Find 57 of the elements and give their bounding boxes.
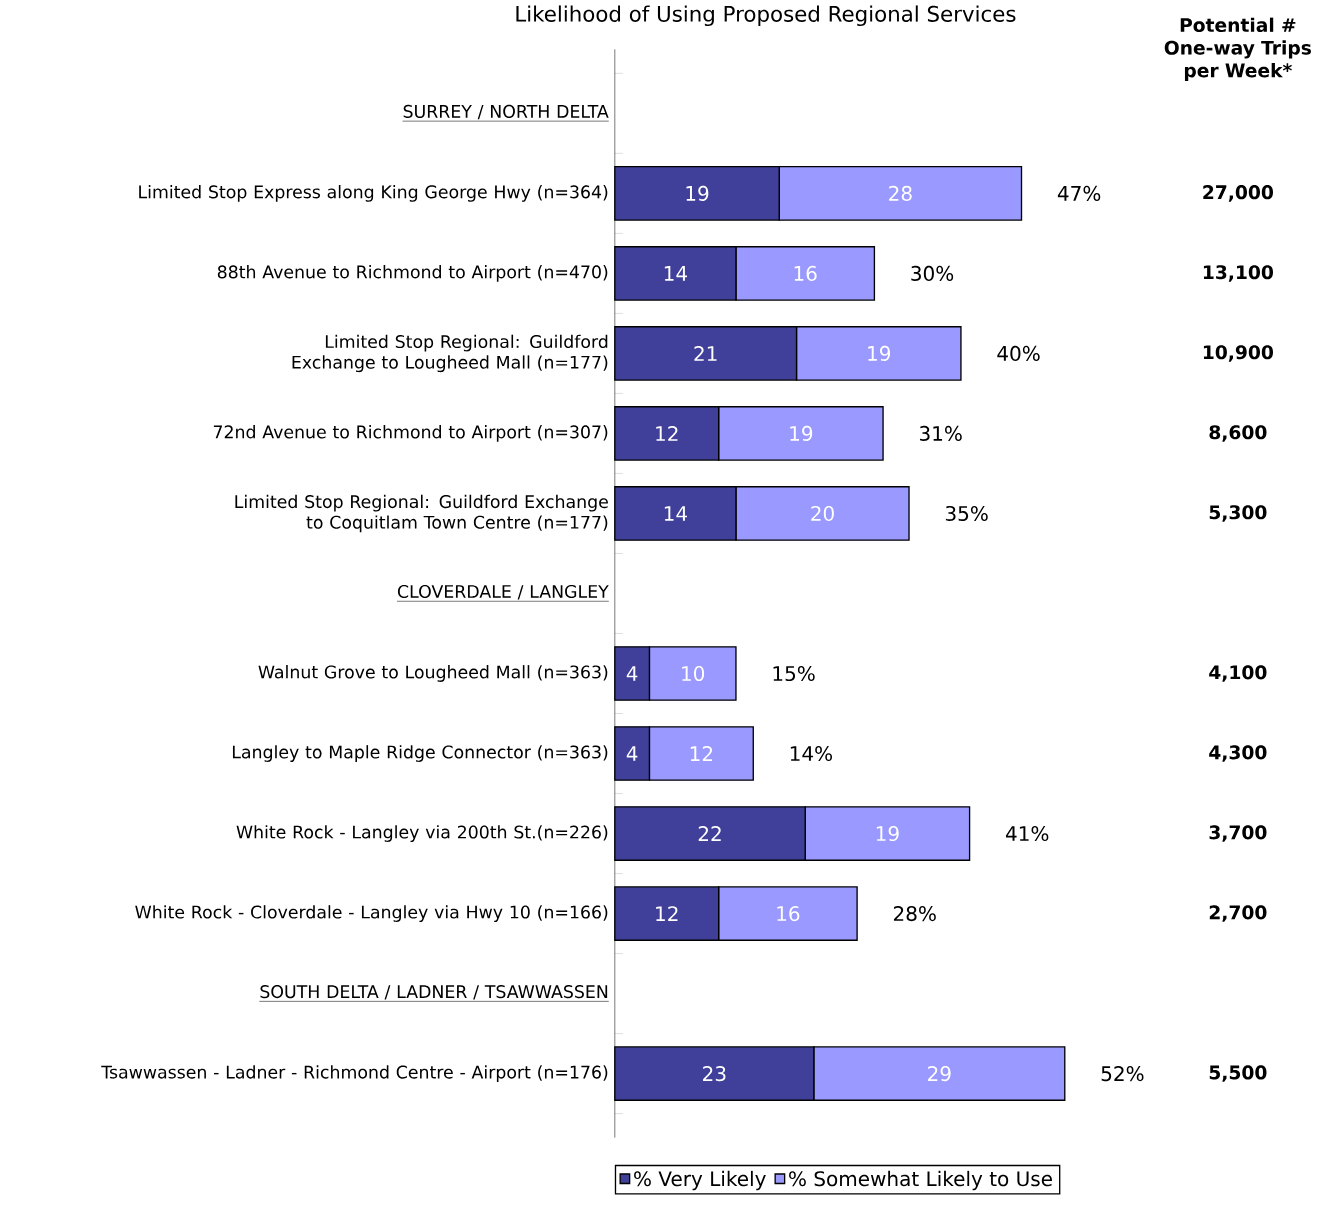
chart-title: Likelihood of Using Proposed Regional Services bbox=[516, 5, 1016, 27]
data-label: 19 bbox=[876, 826, 899, 842]
data-label: 12 bbox=[656, 906, 678, 922]
data-label: 28 bbox=[889, 186, 912, 202]
annotation: 14% bbox=[790, 746, 833, 762]
text: 5,500 bbox=[1209, 1065, 1267, 1083]
text: 2,700 bbox=[1209, 905, 1267, 923]
annotation: 35% bbox=[945, 506, 988, 522]
y-tick-label: CLOVERDALE / LANGLEY bbox=[397, 585, 609, 600]
text: 13,100 bbox=[1203, 265, 1274, 282]
legend-label: % Very Likely bbox=[634, 1171, 766, 1191]
annotation: 15% bbox=[773, 666, 815, 682]
y-tick-label: White Rock - Cloverdale - Langley via Hwy 10 (n=166) bbox=[135, 905, 608, 923]
text: 8,600 bbox=[1209, 425, 1267, 442]
data-label: 14 bbox=[664, 506, 687, 521]
text: Potential # One-way Trips per Week* bbox=[1164, 17, 1311, 82]
data-label: 16 bbox=[794, 266, 817, 282]
y-tick-label: Walnut Grove to Lougheed Mall (n=363) bbox=[258, 665, 608, 683]
data-label: 10 bbox=[682, 666, 705, 682]
data-label: 14 bbox=[664, 266, 687, 281]
legend-label: % Somewhat Likely to Use bbox=[789, 1171, 1052, 1191]
annotation: 52% bbox=[1101, 1066, 1144, 1082]
data-label: 19 bbox=[868, 346, 891, 362]
data-label: 21 bbox=[694, 346, 717, 362]
y-tick-label: Limited Stop Regional: Guildford Exchange to Lougheed Mall (n=177) bbox=[292, 334, 608, 373]
y-tick-label: 88th Avenue to Richmond to Airport (n=470) bbox=[217, 265, 608, 282]
data-label: 29 bbox=[928, 1066, 951, 1082]
annotation: 47% bbox=[1057, 186, 1101, 202]
annotation: 28% bbox=[893, 906, 936, 922]
y-tick-label: Langley to Maple Ridge Connector (n=363) bbox=[232, 745, 608, 763]
annotation: 40% bbox=[997, 346, 1040, 362]
text: 10,900 bbox=[1203, 345, 1274, 362]
text: 4,300 bbox=[1209, 745, 1267, 762]
y-tick-label: Limited Stop Express along King George Hwy (n=364) bbox=[139, 185, 608, 202]
data-label: 12 bbox=[656, 426, 678, 442]
y-tick-label: Tsawwassen - Ladner - Richmond Centre - Airport (n=176) bbox=[101, 1065, 608, 1083]
y-tick-label: White Rock - Langley via 200th St.(n=226) bbox=[236, 825, 608, 843]
data-label: 4 bbox=[626, 666, 638, 681]
annotation: 41% bbox=[1005, 826, 1049, 842]
data-label: 4 bbox=[626, 746, 638, 761]
y-tick-label: 72nd Avenue to Richmond to Airport (n=307) bbox=[213, 425, 608, 443]
text: 4,100 bbox=[1209, 665, 1267, 682]
data-label: 12 bbox=[690, 746, 713, 762]
data-label: 19 bbox=[790, 426, 813, 442]
annotation: 31% bbox=[919, 426, 962, 442]
y-tick-label: Limited Stop Regional: Guildford Exchange to Coquitlam Town Centre (n=177) bbox=[235, 494, 608, 533]
y-tick-label: SURREY / NORTH DELTA bbox=[403, 104, 609, 120]
text: 5,300 bbox=[1209, 505, 1267, 522]
data-label: 22 bbox=[698, 826, 721, 842]
text: 3,700 bbox=[1209, 825, 1267, 842]
annotation: 30% bbox=[911, 266, 954, 282]
data-label: 20 bbox=[811, 506, 834, 522]
text: 27,000 bbox=[1203, 185, 1274, 202]
data-label: 19 bbox=[686, 186, 709, 202]
data-label: 16 bbox=[777, 906, 800, 922]
data-label: 23 bbox=[703, 1066, 726, 1082]
y-tick-label: SOUTH DELTA / LADNER / TSAWWASSEN bbox=[260, 985, 608, 1000]
